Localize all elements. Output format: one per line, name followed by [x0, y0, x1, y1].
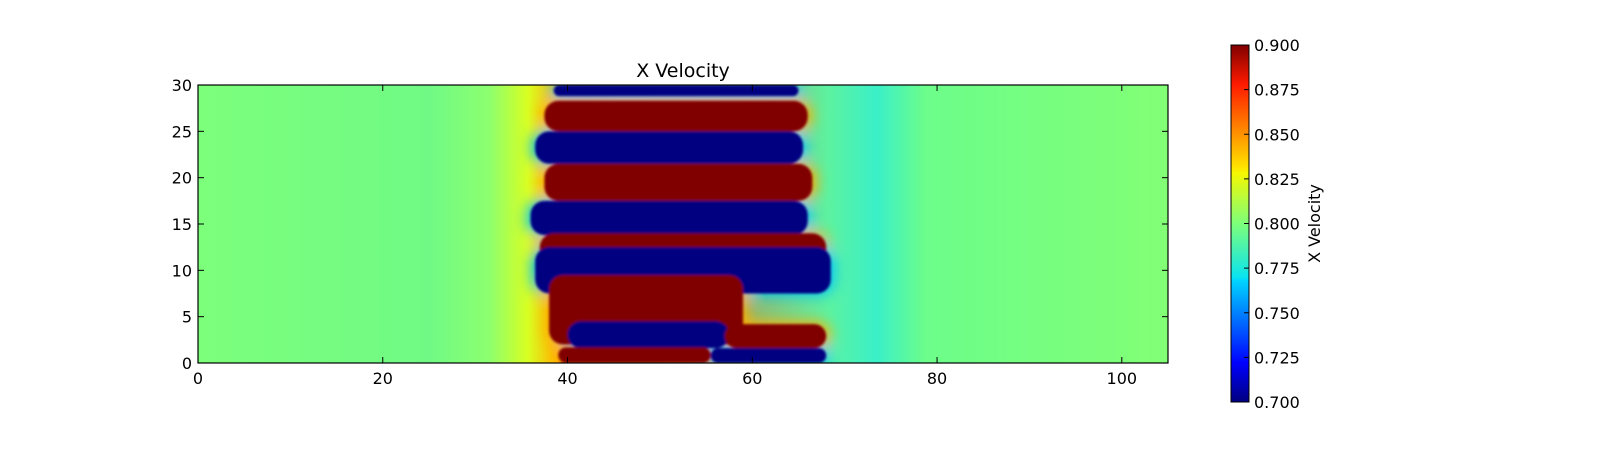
y-tick-label: 5 — [182, 308, 192, 327]
y-tick-label: 15 — [172, 215, 192, 234]
heatmap-band-2 — [544, 100, 808, 132]
x-tick-label: 60 — [742, 369, 762, 388]
heatmap-band-3 — [535, 131, 804, 164]
x-tick-label: 40 — [557, 369, 577, 388]
colorbar-tick-label: 0.775 — [1254, 259, 1300, 278]
y-tick-label: 0 — [182, 354, 192, 373]
chart-title: X Velocity — [636, 60, 730, 82]
colorbar-tick-label: 0.825 — [1254, 170, 1300, 189]
y-axis: 0 5 10 15 20 25 30 — [172, 76, 1168, 373]
y-tick-label: 25 — [172, 122, 192, 141]
heatmap-band-4 — [544, 163, 813, 201]
heatmap-band-12 — [710, 348, 827, 363]
colorbar-tick-label: 0.850 — [1254, 125, 1300, 144]
plot-area — [198, 85, 1168, 363]
y-tick-label: 10 — [172, 261, 192, 280]
heatmap-band-1 — [553, 85, 799, 97]
colorbar-tick-label: 0.900 — [1254, 36, 1300, 55]
colorbar-tick-label: 0.750 — [1254, 304, 1300, 323]
heatmap-bands — [530, 85, 831, 363]
heatmap-band-5 — [530, 200, 808, 236]
x-tick-label: 0 — [193, 369, 203, 388]
x-axis: 0 20 40 60 80 100 — [193, 85, 1137, 388]
x-tick-label: 100 — [1107, 369, 1138, 388]
x-tick-label: 80 — [927, 369, 947, 388]
colorbar-tick-label: 0.725 — [1254, 348, 1300, 367]
heatmap-band-9 — [567, 321, 730, 349]
colorbar-tick-label: 0.700 — [1254, 393, 1300, 412]
colorbar-tick-label: 0.875 — [1254, 81, 1300, 100]
heatmap-band-11 — [558, 347, 711, 363]
colorbar: 0.700 0.725 0.750 0.775 0.800 0.825 0.850 0.875… — [1230, 36, 1324, 412]
colorbar-tick-label: 0.800 — [1254, 215, 1300, 234]
y-tick-label: 30 — [172, 76, 192, 95]
heatmap-band-10 — [724, 324, 827, 349]
colorbar-ticks: 0.700 0.725 0.750 0.775 0.800 0.825 0.850 0.875… — [1244, 36, 1300, 412]
colorbar-label: X Velocity — [1305, 184, 1324, 263]
x-tick-label: 20 — [373, 369, 393, 388]
y-tick-label: 20 — [172, 169, 192, 188]
